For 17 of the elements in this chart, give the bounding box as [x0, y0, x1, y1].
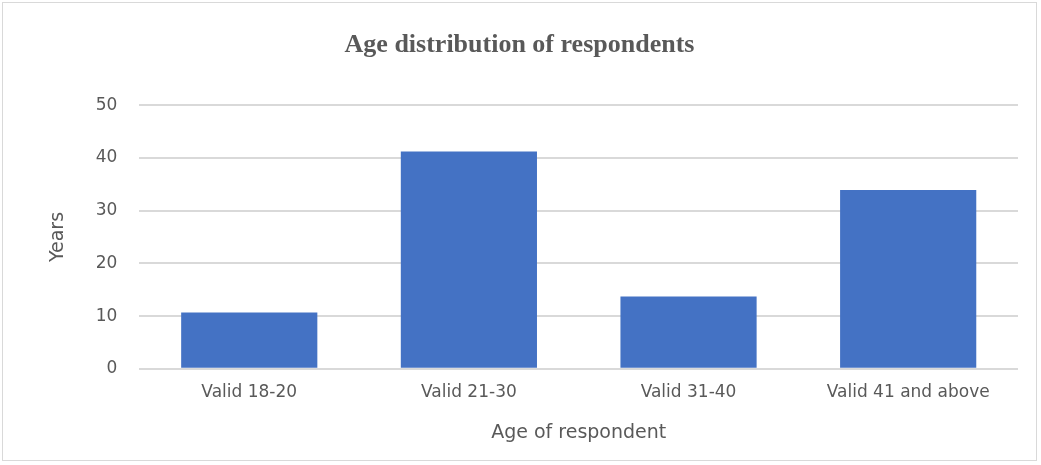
y-tick-label: 10 [95, 304, 118, 325]
chart-title: Age distribution of respondents [343, 29, 696, 59]
y-tick-label: 30 [95, 199, 118, 220]
bar [620, 296, 757, 368]
x-axis-title: Age of respondent [491, 419, 667, 442]
x-tick-label: Valid 21-30 [421, 381, 517, 402]
y-tick-label: 0 [106, 357, 118, 378]
y-axis-title: Years [45, 211, 68, 264]
bar [400, 151, 537, 368]
y-tick-label: 40 [95, 146, 118, 167]
bar [840, 190, 977, 368]
x-tick-label: Valid 31-40 [640, 381, 737, 402]
x-tick-label: Valid 41 and above [826, 381, 990, 402]
x-tick-label: Valid 18-20 [201, 381, 298, 402]
y-tick-label: 20 [95, 251, 118, 272]
bar [181, 312, 318, 368]
y-tick-label: 50 [95, 93, 118, 114]
